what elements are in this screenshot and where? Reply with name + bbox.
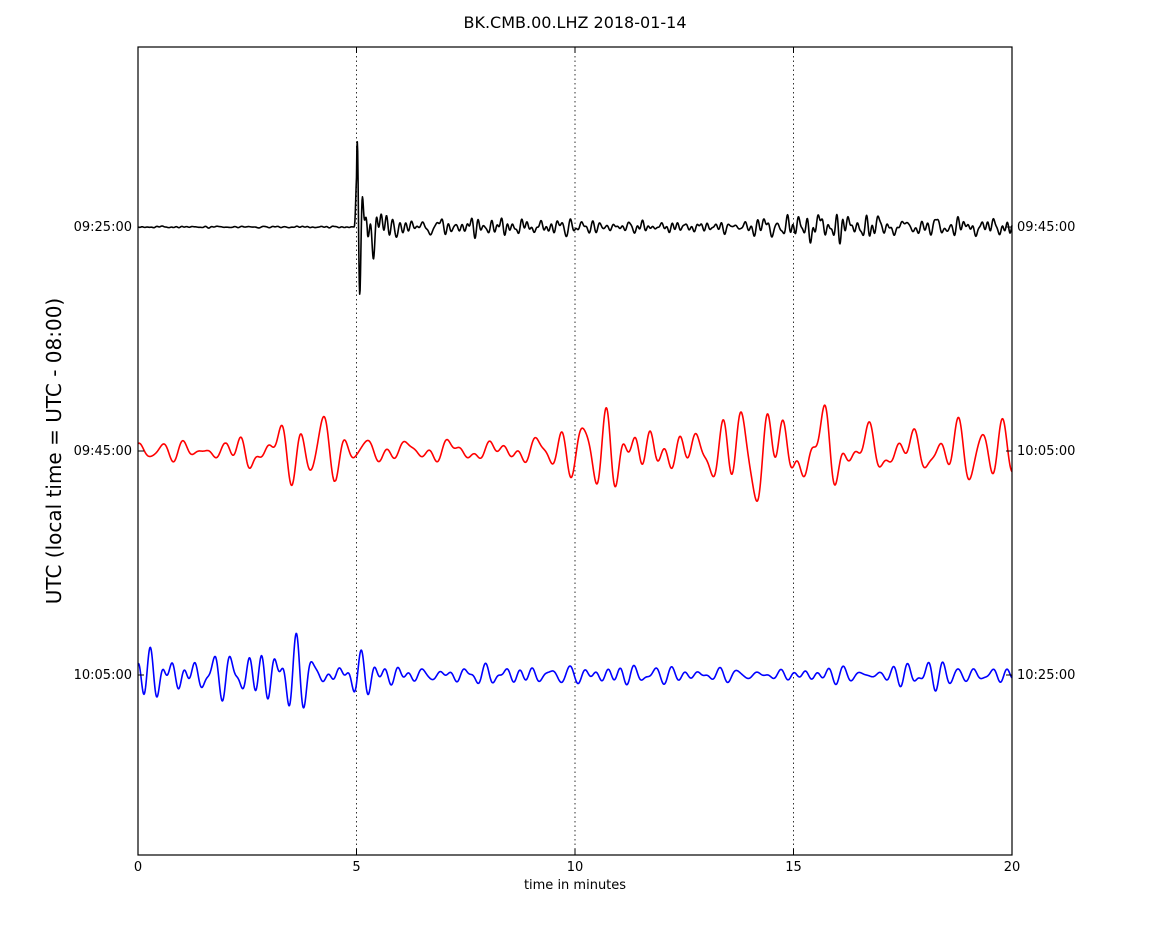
y-left-label: 10:05:00 bbox=[74, 668, 132, 683]
x-axis-label: time in minutes bbox=[524, 878, 626, 893]
y-right-label: 10:05:00 bbox=[1017, 444, 1075, 459]
chart-title: BK.CMB.00.LHZ 2018-01-14 bbox=[463, 13, 686, 32]
x-tick-label: 5 bbox=[352, 860, 360, 875]
plot-frame bbox=[137, 46, 1013, 856]
y-right-label: 10:25:00 bbox=[1017, 668, 1075, 683]
y-axis-time-labels: 09:25:00 09:45:00 09:45:00 10:05:00 10:05:00… bbox=[74, 220, 1076, 683]
y-left-label: 09:45:00 bbox=[74, 444, 132, 459]
x-axis-ticks: 0 5 10 15 20 bbox=[134, 47, 1020, 875]
traces bbox=[137, 140, 1013, 709]
trace-line bbox=[137, 140, 1013, 295]
y-axis-label: UTC (local time = UTC - 08:00) bbox=[42, 298, 66, 604]
y-left-label: 09:25:00 bbox=[74, 220, 132, 235]
x-tick-label: 10 bbox=[567, 860, 584, 875]
x-tick-label: 20 bbox=[1004, 860, 1021, 875]
trace-line bbox=[137, 632, 1013, 709]
x-tick-label: 0 bbox=[134, 860, 142, 875]
x-tick-label: 15 bbox=[785, 860, 802, 875]
trace-line bbox=[137, 404, 1013, 503]
y-right-label: 09:45:00 bbox=[1017, 220, 1075, 235]
